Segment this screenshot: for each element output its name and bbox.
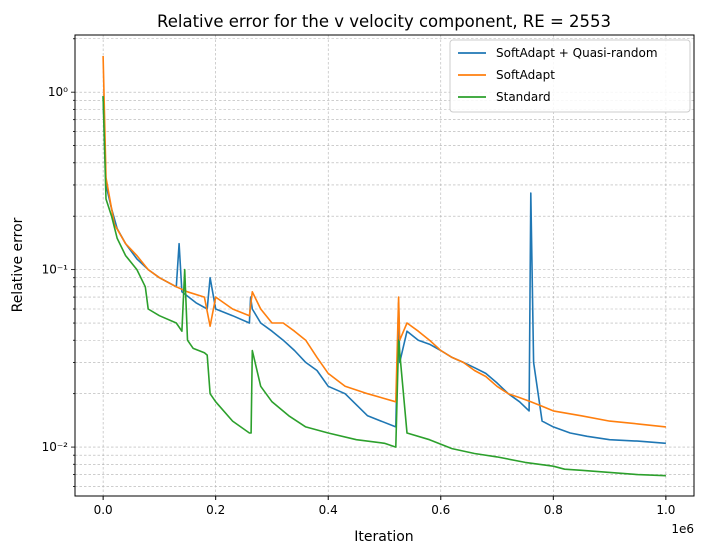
x-tick-label: 1.0 — [656, 503, 675, 517]
series-line-2 — [102, 55, 666, 428]
legend-label: SoftAdapt — [496, 68, 555, 82]
x-tick-label: 0.0 — [94, 503, 113, 517]
x-tick-label: 0.4 — [319, 503, 338, 517]
x-tick-label: 0.8 — [544, 503, 563, 517]
y-tick-label: 10⁻² — [42, 440, 69, 454]
axis-ticks: 0.0 0.2 0.4 0.6 0.8 1.0 10⁻² 10⁻¹ 10⁰ — [42, 38, 675, 517]
y-axis-label: Relative error — [10, 217, 26, 312]
y-tick-label: 10⁰ — [48, 85, 68, 99]
plot-lines — [102, 55, 666, 477]
plot-frame — [74, 34, 695, 497]
y-tick-label: 10⁻¹ — [42, 263, 69, 277]
x-offset-label: 1e6 — [671, 522, 694, 536]
x-axis-label: Iteration — [354, 529, 413, 545]
legend: SoftAdapt + Quasi-random SoftAdapt Standar… — [449, 39, 691, 113]
series-line-3 — [102, 96, 666, 477]
legend-label: SoftAdapt + Quasi-random — [496, 46, 658, 60]
chart-title: Relative error for the v velocity compon… — [157, 12, 611, 31]
series-line-1 — [102, 96, 666, 445]
legend-box — [449, 39, 691, 113]
x-tick-label: 0.6 — [431, 503, 450, 517]
legend-label: Standard — [496, 90, 551, 104]
x-tick-label: 0.2 — [206, 503, 225, 517]
